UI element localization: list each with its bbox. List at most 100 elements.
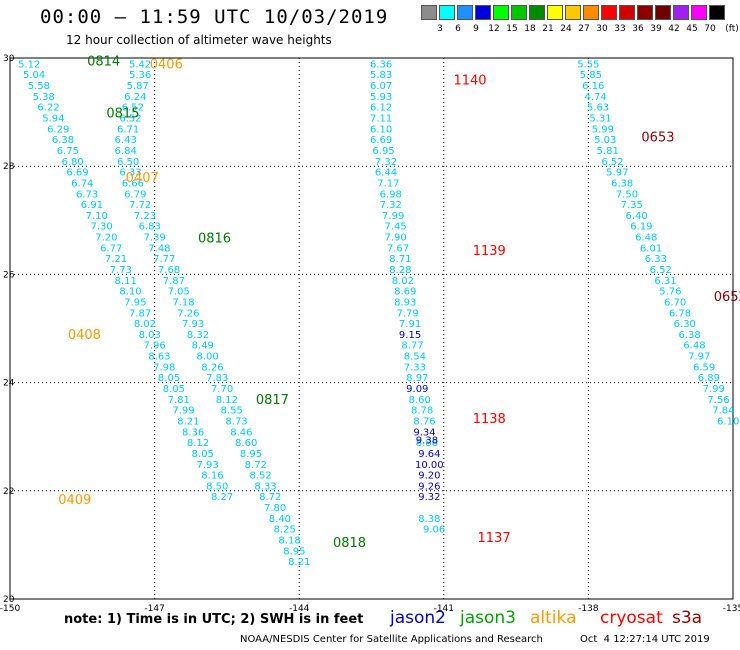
swh-value-label: 7.56 (707, 395, 729, 406)
swh-value-label: 7.11 (370, 114, 392, 125)
swh-value-label: 7.20 (95, 233, 117, 244)
swh-value-label: 9.64 (418, 449, 440, 460)
pass-time-label: 0814 (87, 55, 120, 70)
swh-value-label: 9.15 (399, 330, 421, 341)
swh-value-label: 6.74 (71, 178, 93, 189)
chart-title: 00:00 – 11:59 UTC 10/03/2019 (40, 6, 389, 28)
swh-value-label: 6.38 (52, 135, 74, 146)
swh-value-label: 8.50 (206, 481, 228, 492)
swh-value-label: 5.93 (370, 92, 392, 103)
swh-value-label: 9.26 (418, 481, 440, 492)
swh-value-label: 8.26 (201, 362, 223, 373)
lat-tick-label: 28 (3, 162, 15, 172)
swh-value-label: 6.30 (674, 319, 696, 330)
swh-value-label: 8.10 (119, 287, 141, 298)
swh-value-label: 7.93 (182, 319, 204, 330)
swh-value-label: 9.32 (418, 492, 440, 503)
swh-value-label: 6.69 (370, 135, 392, 146)
swh-value-label: 8.95 (283, 546, 305, 557)
legend-label: 3 (437, 24, 443, 34)
swh-value-label: 5.83 (370, 70, 392, 81)
swh-value-label: 7.23 (134, 211, 156, 222)
swh-value-label: 7.33 (404, 362, 426, 373)
legend-label: 45 (686, 24, 698, 34)
swh-value-label: 8.69 (394, 287, 416, 298)
lon-tick-label: -135 (723, 604, 740, 614)
lon-tick-label: -141 (434, 604, 454, 614)
swh-value-label: 6.95 (372, 146, 394, 157)
footnote: note: 1) Time is in UTC; 2) SWH is in fe… (64, 612, 364, 627)
swh-value-label: 8.05 (192, 449, 214, 460)
swh-value-label: 8.05 (158, 373, 180, 384)
swh-value-label: 7.95 (124, 297, 146, 308)
swh-value-label: 7.39 (143, 233, 165, 244)
swh-value-label: 8.55 (221, 406, 243, 417)
swh-value-label: 6.52 (119, 114, 141, 125)
swh-value-label: 9.09 (406, 384, 428, 395)
swh-value-label: 7.50 (616, 189, 638, 200)
swh-value-label: 6.33 (119, 168, 141, 179)
swh-value-label: 8.71 (389, 254, 411, 265)
legend-swatch (529, 5, 545, 20)
swh-value-label: 7.48 (148, 243, 170, 254)
swh-value-label: 4.74 (584, 92, 606, 103)
swh-value-label: 8.25 (274, 525, 296, 536)
swh-value-label: 8.21 (288, 557, 310, 568)
legend-label: 12 (488, 24, 500, 34)
swh-value-label: 8.38 (418, 514, 440, 525)
swh-value-label: 6.36 (370, 59, 392, 70)
legend-swatch (637, 5, 653, 20)
swh-value-label: 7.05 (168, 287, 190, 298)
swh-value-label: 8.49 (192, 341, 214, 352)
swh-value-label: 6.44 (375, 168, 397, 179)
satellite-label-s3a: s3a (672, 608, 703, 628)
legend-label: 42 (668, 24, 680, 34)
swh-value-label: 6.40 (625, 211, 647, 222)
swh-value-label: 8.72 (259, 492, 281, 503)
swh-value-label: 9.20 (418, 471, 440, 482)
credit-line: NOAA/NESDIS Center for Satellite Applica… (240, 634, 543, 645)
pass-time-label: 0408 (68, 328, 101, 343)
swh-value-label: 6.48 (635, 233, 657, 244)
legend-label: 30 (596, 24, 608, 34)
swh-value-label: 6.80 (62, 157, 84, 168)
swh-value-label: 5.36 (129, 70, 151, 81)
swh-value-label: 8.73 (225, 416, 247, 427)
swh-value-label: 8.88 (416, 438, 438, 449)
swh-value-label: 7.87 (129, 308, 151, 319)
lat-tick-label: 26 (3, 270, 15, 280)
pass-time-label: 0818 (333, 536, 366, 551)
swh-value-label: 7.32 (380, 200, 402, 211)
swh-value-label: 5.81 (597, 146, 619, 157)
legend-swatch (619, 5, 635, 20)
satellite-label-jason2: jason2 (390, 608, 446, 628)
swh-value-label: 6.24 (124, 92, 146, 103)
swh-value-label: 5.58 (28, 81, 50, 92)
swh-value-label: 8.11 (115, 276, 137, 287)
swh-value-label: 6.31 (654, 276, 676, 287)
swh-value-label: 8.52 (250, 471, 272, 482)
pass-time-label: 1139 (473, 244, 506, 259)
swh-value-label: 8.02 (134, 319, 156, 330)
legend-label: 70 (704, 24, 716, 34)
legend-swatch (475, 5, 491, 20)
swh-value-label: 7.81 (168, 395, 190, 406)
swh-value-label: 7.18 (172, 297, 194, 308)
swh-value-label: 8.18 (278, 535, 300, 546)
swh-value-label: 7.99 (703, 384, 725, 395)
swh-value-label: 5.99 (592, 124, 614, 135)
swh-value-label: 8.12 (216, 395, 238, 406)
swh-value-label: 7.35 (621, 200, 643, 211)
swh-value-label: 5.38 (33, 92, 55, 103)
swh-value-label: 7.10 (86, 211, 108, 222)
swh-value-label: 8.36 (182, 427, 204, 438)
pass-time-label: 0406 (150, 57, 183, 72)
swh-value-label: 6.07 (370, 81, 392, 92)
swh-value-label: 7.17 (377, 178, 399, 189)
swh-value-label: 8.60 (409, 395, 431, 406)
swh-value-label: 8.72 (245, 460, 267, 471)
swh-value-label: 8.12 (187, 438, 209, 449)
satellite-label-cryosat: cryosat (600, 608, 663, 628)
lon-tick-label: -147 (144, 604, 164, 614)
